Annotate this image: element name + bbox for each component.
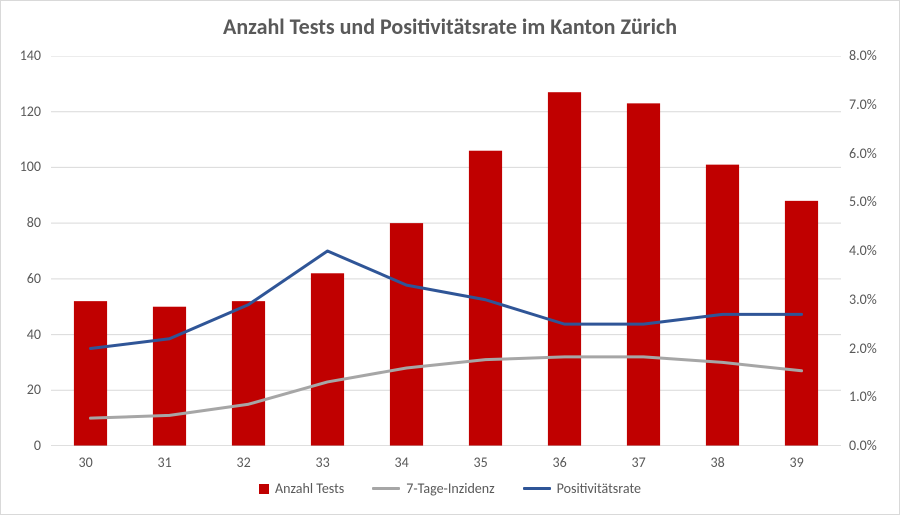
x-tick-label: 39 (790, 454, 804, 471)
legend-label: Anzahl Tests (275, 480, 344, 497)
bar (232, 301, 265, 446)
chart-frame: Anzahl Tests und Positivitätsrate im Kan… (0, 0, 900, 515)
x-tick-label: 37 (632, 454, 646, 471)
legend-item: 7-Tage-Inzidenz (372, 480, 494, 497)
y-right-tick-label: 5.0% (849, 193, 877, 210)
legend-swatch-line (372, 487, 400, 490)
legend-label: Positivitätsrate (557, 480, 641, 497)
x-tick-label: 38 (711, 454, 725, 471)
bar (706, 165, 739, 446)
legend-swatch-line (523, 487, 551, 490)
y-right-tick-label: 4.0% (849, 242, 877, 259)
bar (390, 223, 423, 446)
bar (311, 273, 344, 446)
legend-item: Positivitätsrate (523, 480, 641, 497)
x-tick-label: 35 (474, 454, 488, 471)
y-left-tick-label: 120 (20, 103, 41, 120)
x-tick-label: 31 (158, 454, 172, 471)
y-left-tick-label: 100 (20, 158, 41, 175)
plot-area (51, 56, 841, 446)
x-tick-label: 30 (79, 454, 93, 471)
x-tick-label: 32 (237, 454, 251, 471)
plot-svg (51, 56, 841, 446)
y-right-tick-label: 2.0% (849, 340, 877, 357)
y-right-tick-label: 8.0% (849, 47, 877, 64)
x-tick-label: 36 (553, 454, 567, 471)
y-right-tick-label: 1.0% (849, 388, 877, 405)
y-left-tick-label: 60 (27, 270, 41, 287)
series-line (91, 251, 802, 349)
series-line (91, 357, 802, 418)
legend-label: 7-Tage-Inzidenz (406, 480, 494, 497)
bar (153, 307, 186, 446)
legend-swatch-bar (259, 484, 269, 494)
bar (74, 301, 107, 446)
y-right-tick-label: 7.0% (849, 96, 877, 113)
bar (785, 201, 818, 446)
x-tick-label: 33 (316, 454, 330, 471)
y-left-tick-label: 140 (20, 47, 41, 64)
x-tick-label: 34 (395, 454, 409, 471)
y-left-tick-label: 20 (27, 381, 41, 398)
y-right-tick-label: 3.0% (849, 291, 877, 308)
legend: Anzahl Tests 7-Tage-Inzidenz Positivitätsr… (1, 480, 899, 497)
chart-title: Anzahl Tests und Positivitätsrate im Kan… (1, 13, 899, 40)
bar (548, 92, 581, 446)
legend-item: Anzahl Tests (259, 480, 344, 497)
y-left-tick-label: 80 (27, 214, 41, 231)
y-left-tick-label: 0 (34, 437, 41, 454)
y-right-tick-label: 0.0% (849, 437, 877, 454)
y-right-tick-label: 6.0% (849, 145, 877, 162)
y-left-tick-label: 40 (27, 326, 41, 343)
bar (627, 103, 660, 446)
